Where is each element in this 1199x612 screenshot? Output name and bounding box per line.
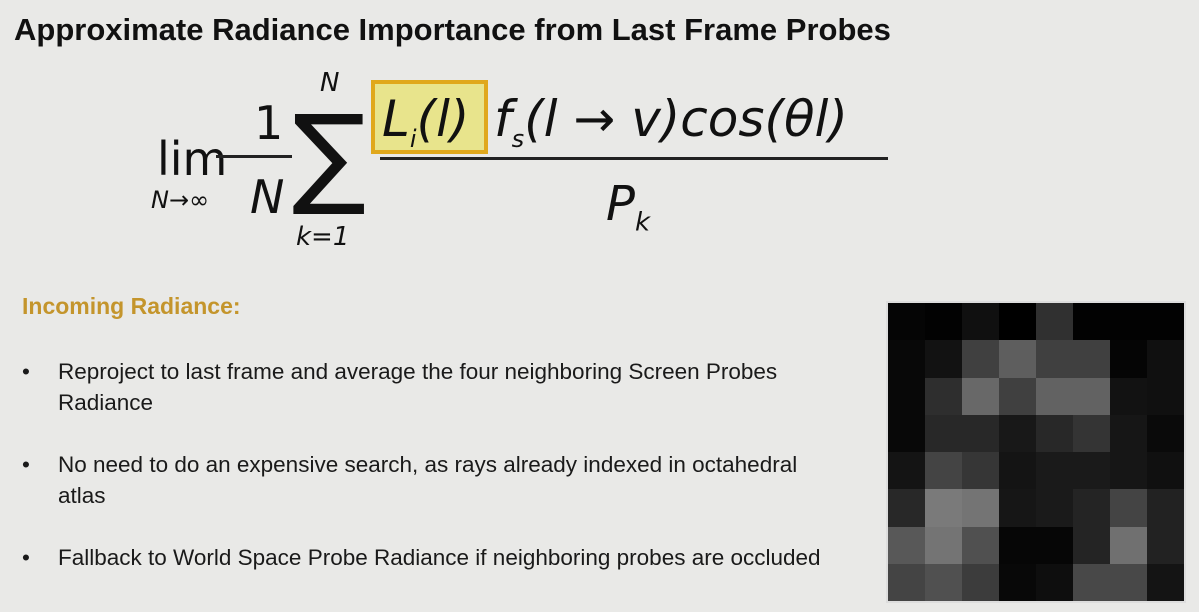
probe-pixel bbox=[962, 489, 999, 527]
bullet-text: Reproject to last frame and average the … bbox=[58, 359, 778, 415]
slide-title: Approximate Radiance Importance from Las… bbox=[14, 12, 891, 47]
probe-pixel bbox=[962, 526, 999, 564]
probe-pixel bbox=[1036, 563, 1073, 601]
probe-pixel bbox=[999, 489, 1036, 527]
probe-pixel bbox=[999, 526, 1036, 564]
probe-pixel bbox=[1110, 414, 1147, 452]
section-heading: Incoming Radiance: bbox=[22, 293, 241, 319]
lim-subscript: N→∞ bbox=[151, 186, 210, 214]
probe-pixel bbox=[1147, 303, 1184, 341]
probe-pixel bbox=[888, 452, 925, 490]
probe-pixel bbox=[1147, 489, 1184, 527]
probe-pixel bbox=[888, 340, 925, 378]
sum-lower: k=1 bbox=[296, 222, 350, 252]
probe-pixel bbox=[1036, 303, 1073, 341]
probe-pixel bbox=[1147, 526, 1184, 564]
probe-pixel bbox=[1147, 377, 1184, 415]
probe-pixel bbox=[1073, 526, 1110, 564]
probe-pixel bbox=[888, 563, 925, 601]
probe-pixel bbox=[1110, 377, 1147, 415]
bullet-icon: • bbox=[22, 452, 30, 477]
f: f bbox=[494, 90, 512, 148]
probe-pixel bbox=[1147, 452, 1184, 490]
probe-pixel bbox=[1073, 489, 1110, 527]
probe-pixel bbox=[1147, 414, 1184, 452]
probe-pixel bbox=[1036, 452, 1073, 490]
probe-pixel bbox=[888, 377, 925, 415]
bullet-text: Fallback to World Space Probe Radiance i… bbox=[58, 545, 821, 570]
probe-pixel bbox=[999, 452, 1036, 490]
probe-pixel bbox=[1110, 452, 1147, 490]
probe-pixel bbox=[999, 414, 1036, 452]
probe-pixel bbox=[925, 489, 962, 527]
bullet-text: No need to do an expensive search, as ra… bbox=[58, 452, 798, 508]
sub: s bbox=[511, 125, 525, 153]
probe-pixel bbox=[962, 303, 999, 341]
bullet-icon: • bbox=[22, 359, 30, 384]
probe-pixel bbox=[962, 563, 999, 601]
probe-pixel bbox=[925, 526, 962, 564]
probe-pixel bbox=[1110, 489, 1147, 527]
probe-pixel bbox=[925, 563, 962, 601]
probe-pixel bbox=[1036, 340, 1073, 378]
fraction-bar-small bbox=[216, 155, 292, 158]
bullet-item: • Fallback to World Space Probe Radiance … bbox=[22, 542, 842, 573]
lim: lim bbox=[157, 132, 228, 186]
probe-pixel bbox=[925, 452, 962, 490]
probe-radiance-image bbox=[886, 301, 1186, 603]
probe-pixel bbox=[1073, 377, 1110, 415]
pdf-term: Pk bbox=[606, 180, 650, 236]
bullet-list: • Reproject to last frame and average the… bbox=[22, 356, 842, 604]
probe-pixel bbox=[1036, 414, 1073, 452]
probe-pixel bbox=[999, 377, 1036, 415]
probe-pixel bbox=[1073, 303, 1110, 341]
probe-pixel bbox=[888, 489, 925, 527]
probe-pixel bbox=[962, 414, 999, 452]
probe-pixel bbox=[999, 340, 1036, 378]
probe-pixel bbox=[1110, 563, 1147, 601]
probe-pixel bbox=[962, 340, 999, 378]
bullet-item: • No need to do an expensive search, as r… bbox=[22, 449, 842, 511]
probe-pixel bbox=[888, 526, 925, 564]
bullet-item: • Reproject to last frame and average the… bbox=[22, 356, 842, 418]
arg: (l) bbox=[416, 90, 470, 148]
probe-pixel bbox=[1073, 340, 1110, 378]
probe-pixel bbox=[1110, 526, 1147, 564]
probe-pixel bbox=[999, 303, 1036, 341]
probe-pixel bbox=[1073, 563, 1110, 601]
probe-pixel bbox=[888, 303, 925, 341]
l: L bbox=[382, 90, 410, 148]
arg: (l → v)cos(θl) bbox=[524, 90, 848, 148]
sum-upper: N bbox=[320, 68, 340, 98]
probe-pixel bbox=[1073, 414, 1110, 452]
probe-pixel bbox=[925, 377, 962, 415]
bullet-icon: • bbox=[22, 545, 30, 570]
radiance-term: Li(l) bbox=[382, 94, 469, 151]
sub: k bbox=[634, 207, 651, 238]
probe-pixel bbox=[925, 340, 962, 378]
probe-pixel bbox=[1036, 489, 1073, 527]
denominator-n: N bbox=[250, 170, 285, 224]
p: P bbox=[606, 176, 635, 232]
brdf-cos-term: fs(l → v)cos(θl) bbox=[494, 94, 848, 151]
probe-pixel bbox=[888, 414, 925, 452]
numerator-one: 1 bbox=[254, 96, 284, 150]
probe-pixel bbox=[962, 377, 999, 415]
probe-pixel bbox=[1036, 377, 1073, 415]
probe-pixel bbox=[1110, 303, 1147, 341]
probe-pixel bbox=[1036, 526, 1073, 564]
highlight-box bbox=[371, 80, 488, 154]
sub: i bbox=[409, 125, 417, 153]
probe-pixel bbox=[925, 303, 962, 341]
probe-pixel bbox=[1073, 452, 1110, 490]
probe-pixel bbox=[1147, 563, 1184, 601]
probe-pixel bbox=[1147, 340, 1184, 378]
probe-pixel bbox=[1110, 340, 1147, 378]
probe-pixel bbox=[999, 563, 1036, 601]
sigma: ∑ bbox=[292, 91, 367, 219]
probe-pixel bbox=[962, 452, 999, 490]
fraction-bar bbox=[380, 157, 888, 160]
probe-pixel bbox=[925, 414, 962, 452]
